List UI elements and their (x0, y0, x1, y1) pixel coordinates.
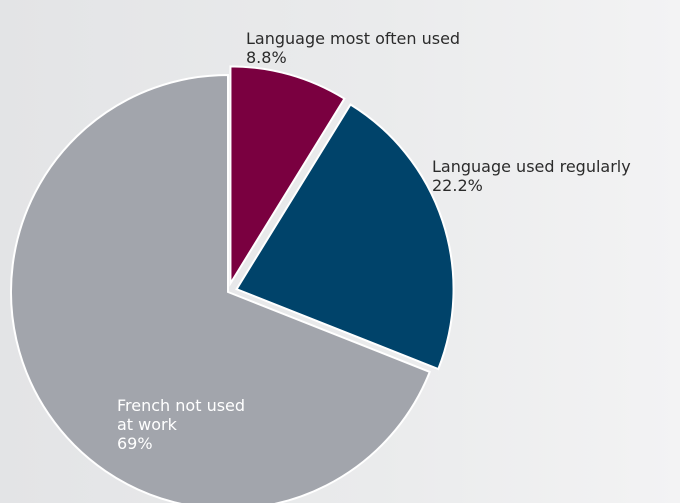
slice-label-text: French not used at work (117, 396, 246, 434)
slice-label-text: Language most often used (246, 29, 461, 48)
pie-slices (10, 65, 455, 503)
slice-label-text: Language used regularly (432, 157, 631, 176)
label-language-most-often-used: Language most often used 8.8% (246, 10, 460, 86)
slice-value-label: 22.2% (432, 176, 483, 195)
slice-value-label: 8.8% (246, 48, 287, 67)
slice-language-used-regularly (235, 103, 455, 371)
slice-french-not-used-at-work (10, 73, 432, 503)
label-language-used-regularly: Language used regularly 22.2% (432, 138, 631, 214)
slice-value-label: 69% (117, 434, 153, 453)
label-french-not-used-at-work: French not used at work 69% (117, 377, 245, 472)
slice-language-most-often-used (229, 65, 346, 287)
